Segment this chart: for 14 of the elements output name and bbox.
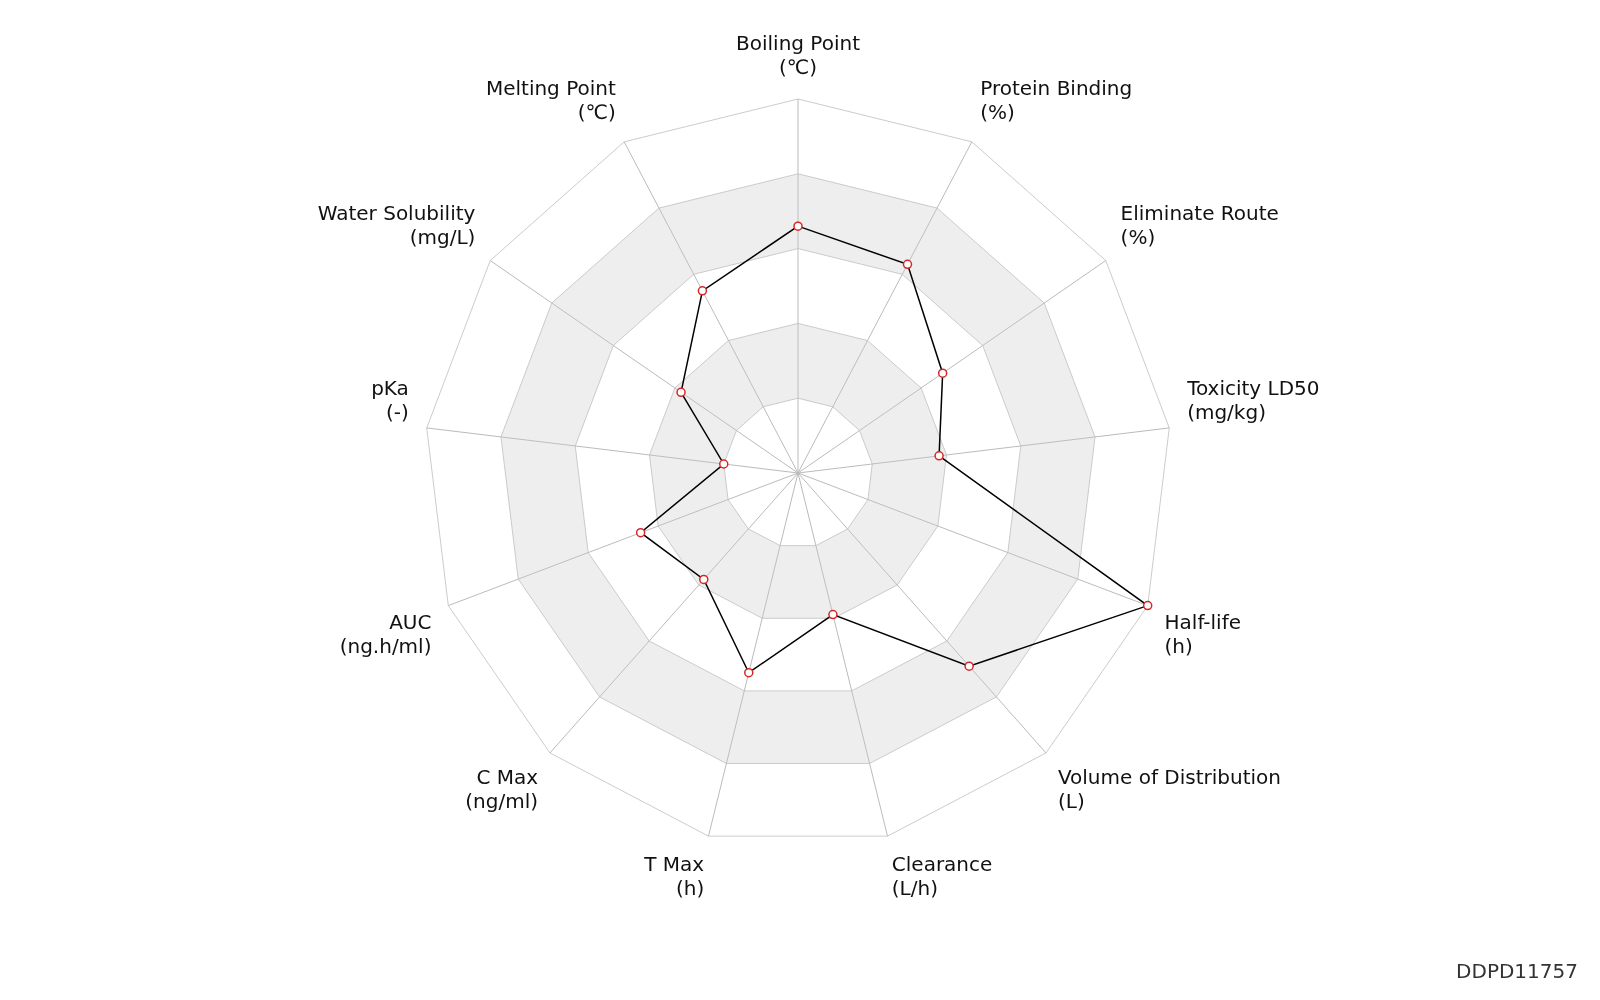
spoke-label: Volume of Distribution (L)	[1057, 764, 1282, 813]
spoke-label: Melting Point (℃)	[485, 76, 616, 125]
spoke-label: Half-life (h)	[1164, 610, 1242, 659]
spoke-label: C Max (ng/ml)	[465, 764, 539, 813]
spoke-label: Boiling Point (℃)	[735, 31, 861, 80]
spoke-label: pKa (-)	[371, 375, 409, 424]
text: DDPD11757	[1456, 959, 1578, 983]
spoke-label: Protein Binding (%)	[980, 76, 1133, 125]
spoke-label: Clearance (L/h)	[891, 851, 993, 900]
spoke-label: T Max (h)	[643, 851, 705, 900]
spoke-label: Toxicity LD50 (mg/kg)	[1186, 375, 1320, 424]
spoke-label: Water Solubility (mg/L)	[317, 200, 476, 249]
spoke-label: AUC (ng.h/ml)	[339, 610, 432, 659]
spoke-label: Eliminate Route (%)	[1120, 200, 1279, 249]
